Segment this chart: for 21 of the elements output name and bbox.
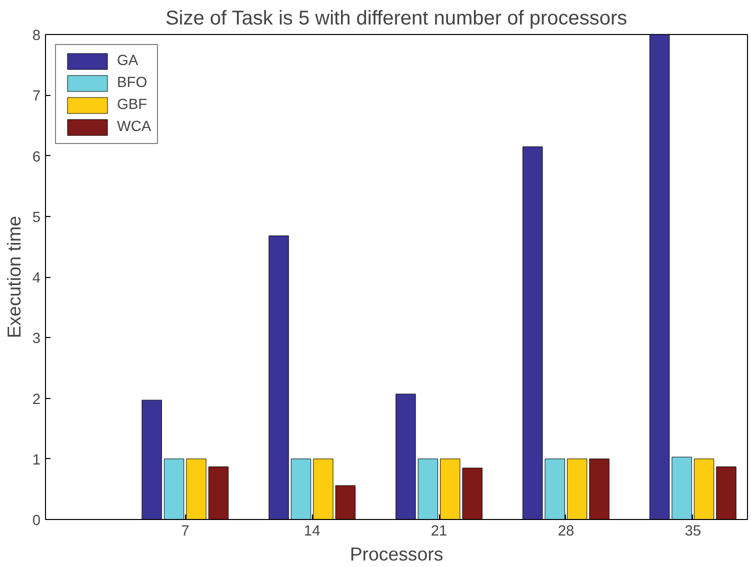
y-tick-label: 1 [32,452,41,468]
x-tick-label: 7 [181,524,190,540]
x-axis-title: Processors [350,544,444,564]
chart-title: Size of Task is 5 with different number of processors [165,8,628,30]
x-tick-label: 28 [558,524,574,540]
x-tick-label: 14 [304,524,320,540]
y-tick-label: 7 [32,88,41,105]
legend-label: BFO [117,75,148,91]
y-axis-title: Execution time [3,216,24,338]
y-tick-label: 4 [32,270,41,286]
x-tick-label: 35 [684,524,702,540]
legend-label: WCA [117,119,152,135]
y-tick-label: 2 [32,392,41,408]
legend-label: GA [117,53,138,69]
y-tick-label: 8 [32,28,41,44]
x-tick-label: 21 [430,524,448,540]
y-tick-label: 0 [32,513,41,529]
y-tick-label: 6 [32,149,41,166]
y-tick-label: 5 [32,210,41,226]
y-tick-label: 3 [32,331,41,348]
legend-label: GBF [117,97,148,113]
